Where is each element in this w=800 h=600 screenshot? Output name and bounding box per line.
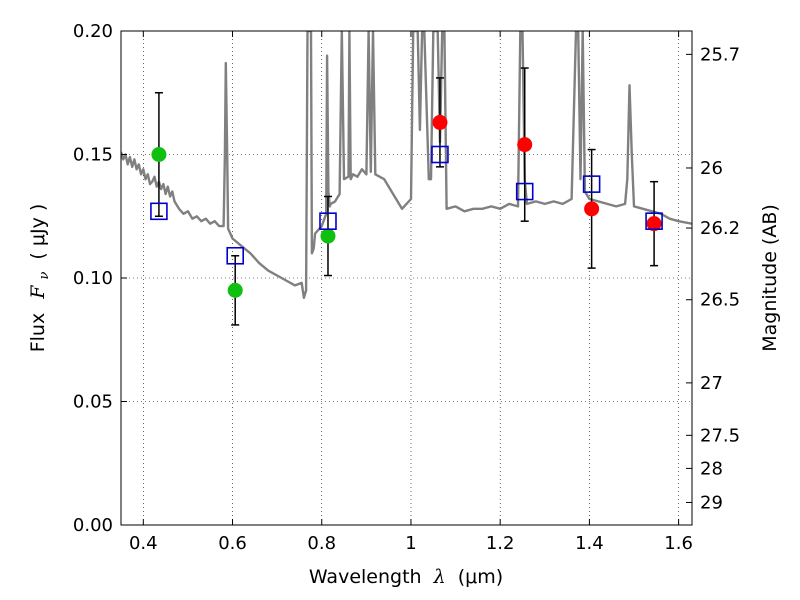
y2-tick-label: 29 (700, 492, 723, 513)
y2-tick-label: 26 (700, 158, 723, 179)
y2-axis: 25.7 26 26.2 26.5 27 27.5 28 29 (686, 44, 740, 513)
x-axis-title-unit: (μm) (458, 566, 503, 588)
x-tick-label: 0.6 (218, 533, 247, 554)
y2-tick-label: 28 (700, 458, 723, 479)
template-spectrum-line (121, 31, 692, 299)
spectrum-layer (121, 31, 692, 299)
x-tick-label: 1.2 (486, 533, 515, 554)
x-tick-label: 1.4 (575, 533, 604, 554)
x-tick-label: 1 (405, 533, 416, 554)
y2-tick-label: 27 (700, 373, 723, 394)
grid (121, 30, 692, 526)
y-axis-title-nu: ν (37, 272, 52, 280)
y-axis-title-f: F (27, 285, 49, 300)
green-observed-point (151, 147, 167, 162)
model-synthetic-point (645, 212, 663, 230)
x-axis: 0.4 0.6 0.8 1 1.2 1.4 1.6 (129, 31, 693, 554)
y-axis-title-unit: ( μJy ) (27, 204, 49, 260)
model-synthetic-point (431, 145, 449, 164)
y2-tick-label: 27.5 (700, 425, 740, 446)
red-observed-point (517, 137, 533, 153)
x-axis-title: Wavelength λ (μm) (309, 566, 503, 588)
y-axis: 0.00 0.05 0.10 0.15 0.20 (73, 21, 127, 536)
green-observed-point (227, 282, 243, 298)
x-tick-label: 0.4 (129, 533, 158, 554)
red-observed-point (432, 114, 448, 130)
y-tick-label: 0.20 (73, 21, 113, 42)
model-synthetic-point (515, 182, 534, 201)
red-observed-point (646, 216, 662, 232)
y-tick-label: 0.05 (73, 392, 113, 413)
y2-axis-title: Magnitude (AB) (759, 204, 781, 352)
y-tick-label: 0.10 (73, 268, 113, 289)
y2-tick-label: 25.7 (700, 44, 740, 65)
x-axis-title-lambda: λ (433, 566, 446, 588)
y-tick-label: 0.15 (73, 145, 113, 166)
y-axis-title-prefix: Flux (27, 313, 49, 353)
y-tick-label: 0.00 (73, 515, 113, 536)
model-synthetic-point (226, 246, 244, 265)
x-axis-title-prefix: Wavelength (309, 566, 422, 588)
model-synthetic-point (319, 212, 337, 230)
plot-frame (120, 30, 693, 526)
y-axis-title: Flux F ν ( μJy ) (27, 204, 53, 353)
y2-tick-label: 26.2 (700, 218, 740, 239)
red-observed-point (584, 201, 600, 217)
model-synthetic-point (150, 202, 168, 221)
green-observed-point (320, 228, 336, 244)
y2-tick-label: 26.5 (700, 290, 740, 311)
marker-layer (150, 114, 663, 298)
model-synthetic-point (582, 175, 601, 193)
x-tick-label: 1.6 (664, 533, 693, 554)
x-tick-label: 0.8 (307, 533, 336, 554)
